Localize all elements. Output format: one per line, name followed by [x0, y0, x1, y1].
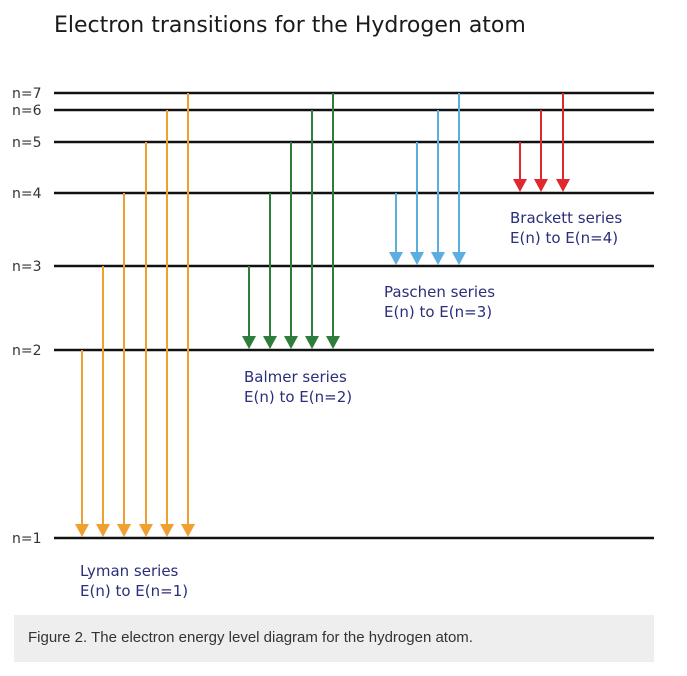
figure-caption-box: Figure 2. The electron energy level diag… [14, 615, 654, 662]
paschen-series-name: Paschen series [384, 283, 495, 301]
level-label-n7: n=7 [12, 86, 42, 102]
paschen-series-subtitle: E(n) to E(n=3) [384, 303, 492, 321]
lyman-series-name: Lyman series [80, 562, 179, 580]
balmer-arrow-n6-to-n2 [305, 110, 319, 349]
level-label-n6: n=6 [12, 103, 42, 119]
brackett-arrow-n5-to-n4 [513, 142, 527, 192]
paschen-arrow-n4-to-n3 [389, 193, 403, 265]
diagram-title: Electron transitions for the Hydrogen at… [54, 13, 526, 38]
figure-caption: Figure 2. The electron energy level diag… [28, 629, 473, 646]
balmer-series-subtitle: E(n) to E(n=2) [244, 388, 352, 406]
level-label-n3: n=3 [12, 259, 42, 275]
balmer-series-name: Balmer series [244, 368, 347, 386]
balmer-arrow-n7-to-n2 [326, 93, 340, 349]
brackett-series-subtitle: E(n) to E(n=4) [510, 229, 618, 247]
brackett-arrow-n7-to-n4 [556, 93, 570, 192]
level-label-n4: n=4 [12, 186, 42, 202]
lyman-series-subtitle: E(n) to E(n=1) [80, 582, 188, 600]
brackett-series-name: Brackett series [510, 209, 622, 227]
balmer-arrow-n5-to-n2 [284, 142, 298, 349]
paschen-arrow-n6-to-n3 [431, 110, 445, 265]
paschen-arrow-n5-to-n3 [410, 142, 424, 265]
lyman-arrow-n2-to-n1 [75, 350, 89, 537]
level-label-n2: n=2 [12, 343, 42, 359]
paschen-arrow-n7-to-n3 [452, 93, 466, 265]
balmer-arrow-n3-to-n2 [242, 266, 256, 349]
level-label-n5: n=5 [12, 135, 42, 151]
brackett-arrow-n6-to-n4 [534, 110, 548, 192]
lyman-arrow-n6-to-n1 [160, 110, 174, 537]
lyman-arrow-n3-to-n1 [96, 266, 110, 537]
lyman-arrow-n7-to-n1 [181, 93, 195, 537]
balmer-arrow-n4-to-n2 [263, 193, 277, 349]
lyman-arrow-n4-to-n1 [117, 193, 131, 537]
level-label-n1: n=1 [12, 531, 42, 547]
transition-arrows [75, 93, 570, 537]
series-labels: Lyman series E(n) to E(n=1) Balmer series E… [80, 209, 622, 600]
lyman-arrow-n5-to-n1 [139, 142, 153, 537]
energy-levels: n=1 n=2 n=3 n=4 n=5 n=6n=7 [12, 86, 654, 547]
